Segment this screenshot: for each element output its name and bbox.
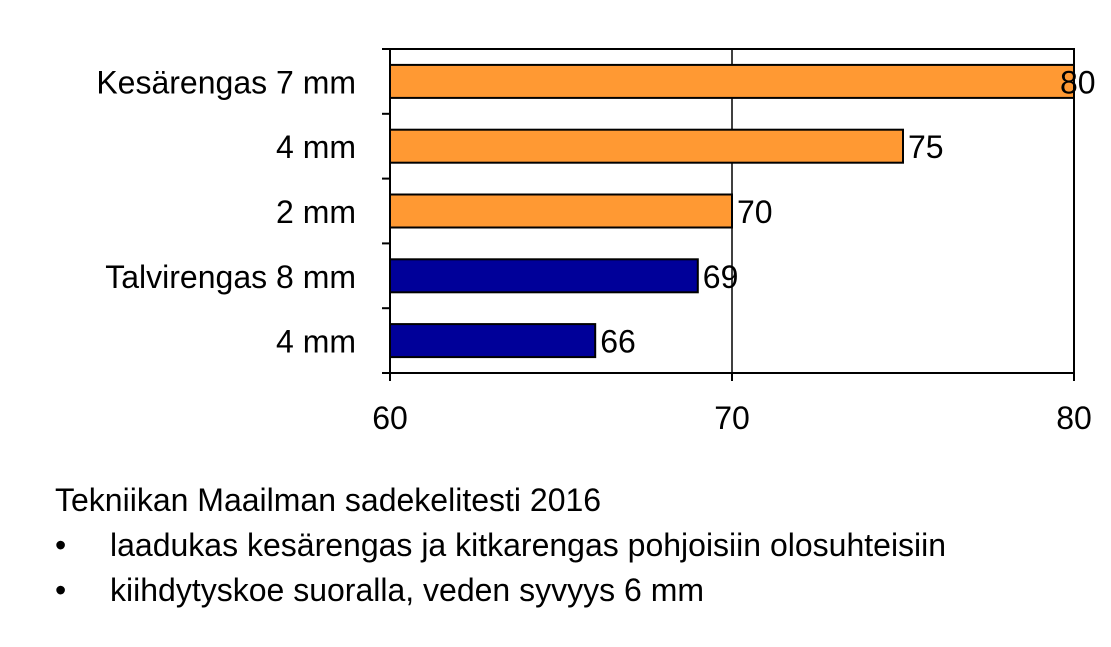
x-tick-label: 60	[372, 400, 408, 436]
category-label: 4 mm	[276, 129, 356, 165]
x-tick-label: 80	[1056, 400, 1092, 436]
bar	[389, 323, 597, 359]
bar	[389, 193, 733, 229]
category-label: 2 mm	[276, 194, 356, 230]
bar	[389, 128, 904, 164]
bar-chart: 60 70 80 Kesärengas 7 mm 80 4 mm 75 2 mm 70 Talvi…	[96, 48, 1096, 436]
notes-title: Tekniikan Maailman sadekelitesti 2016	[55, 482, 602, 518]
note-bullet-2: • kiihdytyskoe suoralla, veden syvyys 6 …	[55, 568, 1105, 613]
note-bullet-text-1: laadukas kesärengas ja kitkarengas pohjo…	[110, 527, 947, 563]
bar	[389, 258, 699, 294]
note-bullet-text-2: kiihdytyskoe suoralla, veden syvyys 6 mm	[110, 572, 704, 608]
value-label: 66	[600, 324, 636, 360]
category-label: 4 mm	[276, 324, 356, 360]
bar	[389, 63, 1075, 99]
note-bullet-1: • laadukas kesärengas ja kitkarengas poh…	[55, 523, 1105, 568]
value-label: 75	[908, 129, 944, 165]
value-label: 69	[703, 259, 739, 295]
value-label: 80	[1060, 64, 1096, 100]
category-label: Talvirengas 8 mm	[105, 259, 356, 295]
bullet-icon: •	[55, 572, 67, 608]
x-tick-label: 70	[714, 400, 750, 436]
bullet-icon: •	[55, 527, 67, 563]
category-label: Kesärengas 7 mm	[96, 64, 356, 100]
value-label: 70	[737, 194, 773, 230]
chart-notes: Tekniikan Maailman sadekelitesti 2016 • …	[55, 478, 1105, 613]
